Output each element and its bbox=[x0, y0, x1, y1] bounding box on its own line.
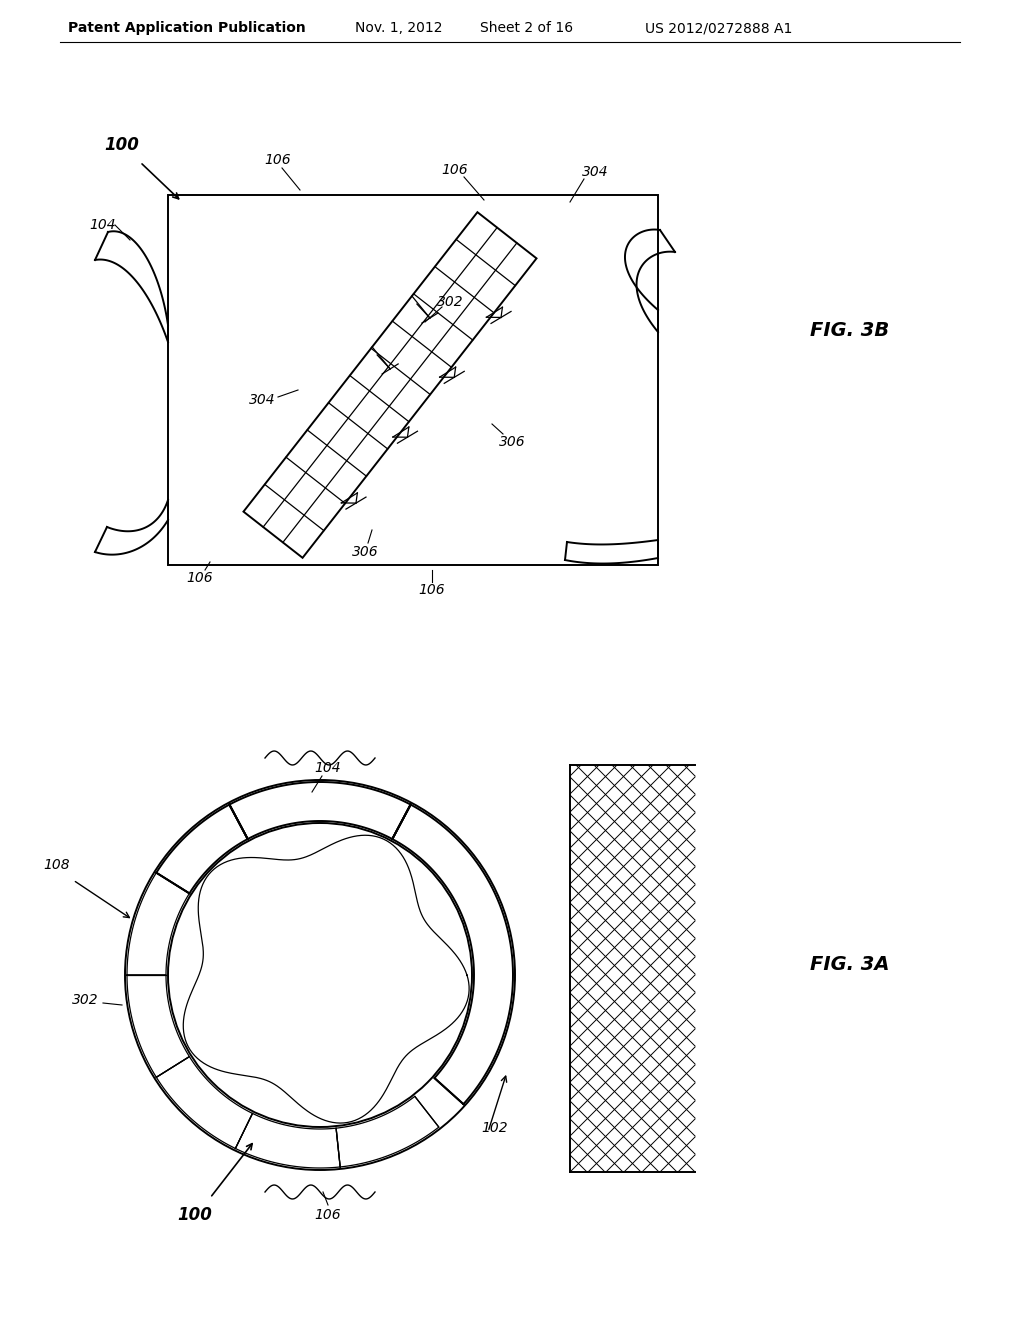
Text: 306: 306 bbox=[499, 436, 525, 449]
Text: 302: 302 bbox=[72, 993, 98, 1007]
Text: FIG. 3A: FIG. 3A bbox=[810, 956, 890, 974]
Text: 100: 100 bbox=[177, 1206, 212, 1224]
Text: 106: 106 bbox=[186, 572, 213, 585]
Text: 108: 108 bbox=[44, 858, 71, 873]
Text: 102: 102 bbox=[481, 1121, 508, 1135]
Bar bbox=[168, 195, 658, 565]
Text: Patent Application Publication: Patent Application Publication bbox=[68, 21, 306, 36]
Text: Nov. 1, 2012: Nov. 1, 2012 bbox=[355, 21, 442, 36]
Text: 304: 304 bbox=[249, 393, 275, 407]
Text: 306: 306 bbox=[351, 545, 378, 558]
Text: 104: 104 bbox=[90, 218, 117, 232]
Text: 106: 106 bbox=[419, 583, 445, 597]
Text: 304: 304 bbox=[582, 165, 608, 180]
Text: 106: 106 bbox=[264, 153, 291, 168]
Text: 104: 104 bbox=[314, 762, 341, 775]
Text: 100: 100 bbox=[104, 136, 139, 154]
Text: US 2012/0272888 A1: US 2012/0272888 A1 bbox=[645, 21, 793, 36]
Text: Sheet 2 of 16: Sheet 2 of 16 bbox=[480, 21, 573, 36]
Text: FIG. 3B: FIG. 3B bbox=[810, 321, 889, 339]
Text: 106: 106 bbox=[441, 162, 468, 177]
Text: 302: 302 bbox=[436, 294, 463, 309]
Text: 106: 106 bbox=[314, 1208, 341, 1222]
